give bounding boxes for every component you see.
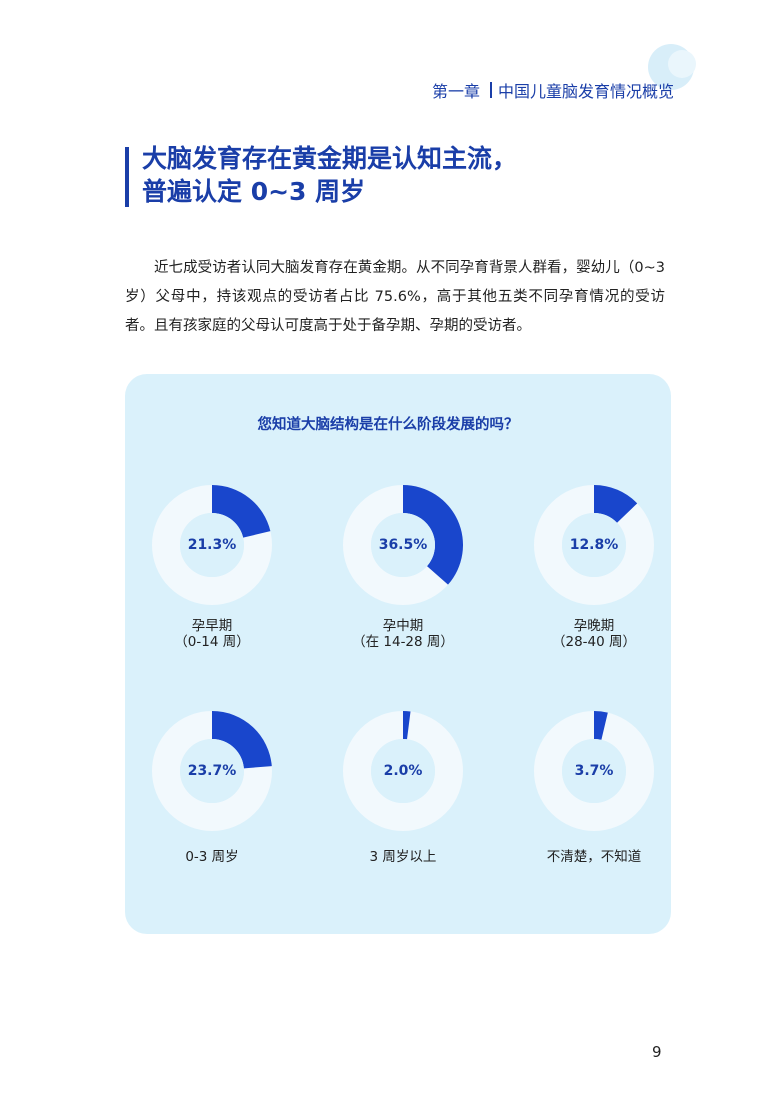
donut-segment — [594, 711, 608, 740]
chart-panel — [125, 374, 671, 934]
donut-segment — [403, 711, 411, 740]
donut-value-label: 12.8% — [569, 537, 619, 553]
header-decoration-bubble-small — [668, 50, 696, 78]
donut-segment — [212, 485, 271, 538]
donut-svg — [534, 485, 654, 605]
donut-value-label: 3.7% — [574, 763, 614, 779]
donut-value-label: 23.7% — [187, 763, 237, 779]
donut-hole — [371, 513, 435, 577]
donut-category-label-line: 不清楚，不知道 — [546, 849, 642, 865]
donut-category-label: 孕早期 （0-14 周） — [132, 618, 292, 650]
donut-category-label-line: 0-3 周岁 — [185, 849, 239, 865]
donut-category-label: 孕晚期 （28-40 周） — [514, 618, 674, 650]
donut-chart: 23.7% — [152, 711, 272, 831]
donut-chart: 3.7% — [534, 711, 654, 831]
body-paragraph: 近七成受访者认同大脑发育存在黄金期。从不同孕育背景人群看，婴幼儿（0~3 岁）父… — [125, 260, 665, 334]
donut-hole — [562, 513, 626, 577]
donut-category-label-line: （28-40 周） — [551, 634, 637, 650]
title-accent-bar — [125, 147, 129, 207]
donut-category-label: 0-3 周岁 — [132, 849, 292, 865]
page-title-line-2: 普遍认定 0~3 周岁 — [142, 177, 366, 206]
donut-segment — [403, 485, 463, 585]
donut-category-label-line: （在 14-28 周） — [352, 634, 454, 650]
chapter-label: 第一章 — [431, 82, 480, 101]
donut-category-label-line: （0-14 周） — [174, 634, 250, 650]
donut-category-label-line: 孕晚期 — [573, 618, 615, 634]
donut-category-label: 不清楚，不知道 — [514, 849, 674, 865]
page-number: 9 — [652, 1043, 662, 1061]
donut-chart: 21.3% — [152, 485, 272, 605]
donut-svg — [343, 485, 463, 605]
donut-value-label: 21.3% — [187, 537, 237, 553]
donut-category-label: 孕中期 （在 14-28 周） — [323, 618, 483, 650]
donut-value-label: 2.0% — [383, 763, 423, 779]
donut-hole — [180, 513, 244, 577]
donut-hole — [371, 739, 435, 803]
running-header: 第一章 中国儿童脑发育情况概览 — [432, 78, 674, 102]
donut-segment — [594, 485, 638, 523]
donut-category-label-line: 孕中期 — [382, 618, 424, 634]
section-label: 中国儿童脑发育情况概览 — [497, 82, 674, 101]
donut-svg — [534, 711, 654, 831]
page-title-line-1: 大脑发育存在黄金期是认知主流， — [142, 144, 518, 173]
donut-category-label-line: 3 周岁以上 — [369, 849, 437, 865]
donut-svg — [152, 711, 272, 831]
chart-title: 您知道大脑结构是在什么阶段发展的吗？ — [257, 417, 519, 433]
donut-value-label: 36.5% — [378, 537, 428, 553]
donut-svg — [152, 485, 272, 605]
donut-hole — [562, 739, 626, 803]
donut-hole — [180, 739, 244, 803]
page-title: 大脑发育存在黄金期是认知主流， 普遍认定 0~3 周岁 — [142, 142, 517, 208]
donut-segment — [212, 711, 272, 769]
donut-category-label-line: 孕早期 — [191, 618, 233, 634]
donut-svg — [343, 711, 463, 831]
donut-chart: 36.5% — [343, 485, 463, 605]
donut-chart: 2.0% — [343, 711, 463, 831]
donut-chart: 12.8% — [534, 485, 654, 605]
donut-category-label: 3 周岁以上 — [323, 849, 483, 865]
header-divider — [489, 82, 492, 98]
